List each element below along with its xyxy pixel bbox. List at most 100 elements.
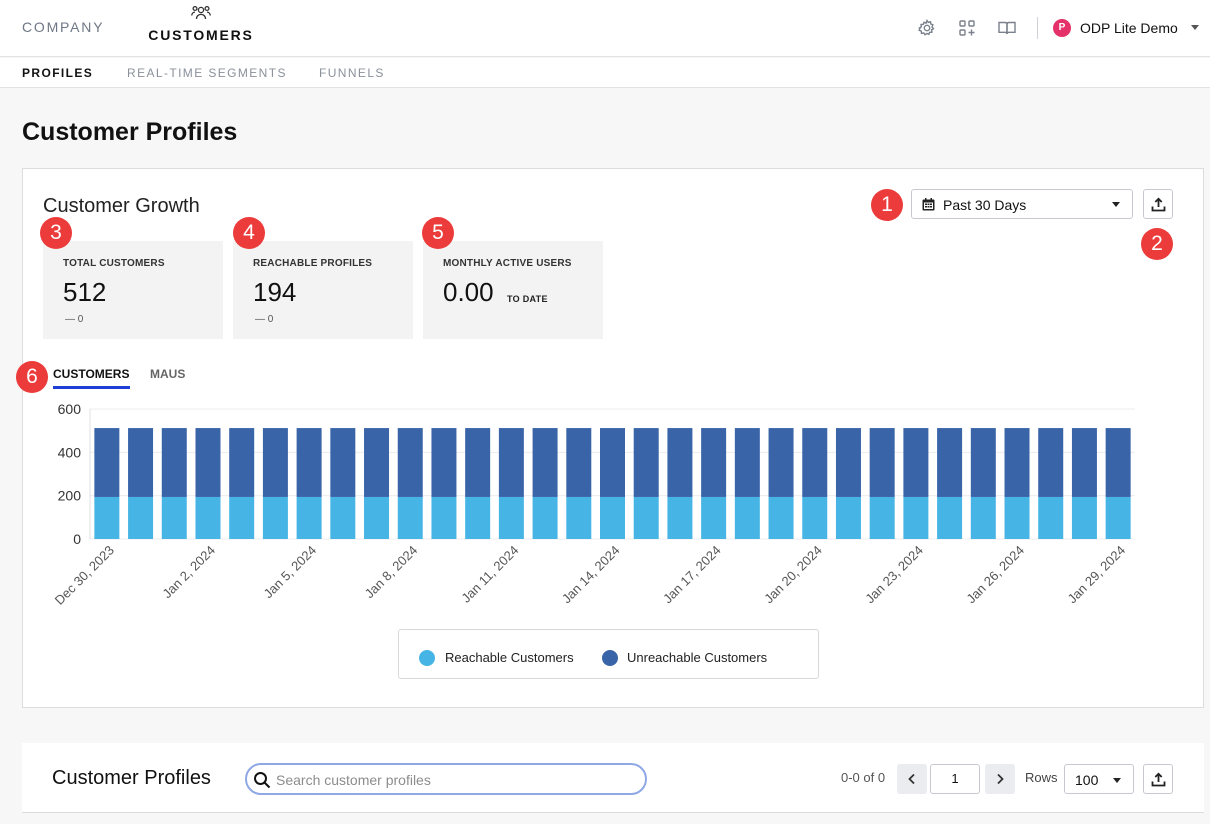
nav-customers[interactable]: CUSTOMERS bbox=[148, 4, 254, 43]
x-tick-label: Jan 17, 2024 bbox=[660, 543, 724, 607]
caret-down-icon bbox=[1113, 778, 1121, 783]
legend-swatch-unreachable bbox=[602, 650, 618, 666]
page-number-input[interactable]: 1 bbox=[930, 764, 980, 794]
bar-segment bbox=[532, 496, 558, 539]
bar-segment bbox=[296, 496, 322, 539]
stat-delta: — 0 bbox=[255, 314, 274, 325]
customer-growth-card: Customer Growth Past 30 Days TOTAL CUSTO… bbox=[22, 168, 1204, 708]
bar-segment bbox=[498, 428, 524, 497]
rows-label: Rows bbox=[1025, 770, 1058, 785]
stat-total-customers: TOTAL CUSTOMERS 512 — 0 bbox=[43, 241, 223, 339]
bar-segment bbox=[1071, 428, 1097, 497]
bar-segment bbox=[869, 428, 895, 497]
bar-segment bbox=[94, 428, 120, 497]
tab-funnels[interactable]: FUNNELS bbox=[319, 66, 385, 80]
tab-real-time-segments[interactable]: REAL-TIME SEGMENTS bbox=[127, 66, 287, 80]
stat-label: TOTAL CUSTOMERS bbox=[63, 258, 165, 269]
bar-segment bbox=[734, 496, 760, 539]
bar-segment bbox=[768, 496, 794, 539]
export-profiles-button[interactable] bbox=[1143, 764, 1173, 794]
date-range-select[interactable]: Past 30 Days bbox=[911, 189, 1133, 219]
bar-segment bbox=[195, 428, 221, 497]
bar-segment bbox=[600, 496, 625, 539]
book-icon[interactable] bbox=[997, 18, 1017, 38]
marker-1: 1 bbox=[871, 189, 903, 221]
bar-segment bbox=[262, 496, 288, 539]
upload-icon bbox=[1151, 772, 1166, 787]
bar-segment bbox=[1038, 428, 1064, 497]
search-input[interactable] bbox=[276, 770, 636, 790]
stat-monthly-active-users: MONTHLY ACTIVE USERS 0.00 TO DATE bbox=[423, 241, 603, 339]
x-tick-label: Jan 26, 2024 bbox=[963, 543, 1027, 607]
bar-segment bbox=[465, 496, 491, 539]
page-title: Customer Profiles bbox=[22, 118, 238, 146]
bar-segment bbox=[431, 496, 457, 539]
prev-page-button[interactable] bbox=[897, 764, 927, 794]
nav-company[interactable]: COMPANY bbox=[22, 19, 105, 35]
x-tick-label: Jan 11, 2024 bbox=[458, 543, 521, 606]
bar-segment bbox=[195, 496, 221, 539]
search-box[interactable] bbox=[245, 763, 647, 795]
bar-segment bbox=[128, 496, 154, 539]
bar-segment bbox=[364, 428, 390, 497]
bar-segment bbox=[94, 496, 120, 539]
bar-segment bbox=[1071, 496, 1097, 539]
rows-value: 100 bbox=[1075, 772, 1099, 788]
bar-segment bbox=[835, 428, 861, 497]
nav-customers-label: CUSTOMERS bbox=[148, 27, 254, 43]
bar-segment bbox=[701, 496, 727, 539]
bar-segment bbox=[364, 496, 390, 539]
calendar-icon bbox=[922, 198, 935, 211]
tab-customers[interactable]: CUSTOMERS bbox=[53, 367, 130, 381]
bar-segment bbox=[296, 428, 322, 497]
top-nav: COMPANY CUSTOMERS P ODP Lite Demo bbox=[0, 0, 1210, 57]
x-tick-label: Jan 29, 2024 bbox=[1064, 543, 1128, 607]
marker-2: 2 bbox=[1141, 228, 1173, 260]
profiles-toolbar: Customer Profiles 0-0 of 0 1 Rows 100 bbox=[22, 743, 1204, 813]
chevron-right-icon bbox=[997, 773, 1004, 785]
x-tick-label: Jan 5, 2024 bbox=[261, 543, 320, 602]
rows-per-page-select[interactable]: 100 bbox=[1064, 764, 1134, 794]
bar-segment bbox=[633, 428, 659, 497]
bar-segment bbox=[903, 496, 929, 539]
export-chart-button[interactable] bbox=[1143, 189, 1173, 219]
active-tab-indicator bbox=[53, 386, 130, 389]
date-range-value: Past 30 Days bbox=[943, 197, 1027, 213]
legend-swatch-reachable bbox=[419, 650, 435, 666]
bar-segment bbox=[937, 496, 963, 539]
bar-segment bbox=[633, 496, 659, 539]
bar-segment bbox=[802, 428, 828, 497]
bar-segment bbox=[566, 496, 592, 539]
bar-segment bbox=[330, 496, 356, 539]
sub-nav: PROFILES REAL-TIME SEGMENTS FUNNELS bbox=[0, 58, 1210, 88]
bar-segment bbox=[937, 428, 963, 497]
bar-segment bbox=[667, 496, 693, 539]
bar-segment bbox=[229, 496, 255, 539]
bar-segment bbox=[128, 428, 154, 497]
tab-profiles[interactable]: PROFILES bbox=[22, 66, 94, 80]
stat-value: 0.00 bbox=[443, 277, 494, 307]
legend-label-unreachable: Unreachable Customers bbox=[627, 650, 768, 665]
gear-icon[interactable] bbox=[917, 18, 937, 38]
chevron-down-icon[interactable] bbox=[1191, 25, 1199, 30]
bar-segment bbox=[566, 428, 592, 497]
bar-segment bbox=[768, 428, 794, 497]
chart-legend: Reachable Customers Unreachable Customer… bbox=[398, 629, 819, 679]
bar-segment bbox=[330, 428, 356, 497]
org-name[interactable]: ODP Lite Demo bbox=[1080, 20, 1178, 36]
apps-add-icon[interactable] bbox=[957, 18, 977, 38]
bar-segment bbox=[600, 428, 625, 497]
tab-maus[interactable]: MAUS bbox=[150, 367, 186, 381]
marker-6: 6 bbox=[16, 361, 48, 393]
bar-segment bbox=[1038, 496, 1064, 539]
bar-segment bbox=[903, 428, 929, 497]
bar-segment bbox=[1105, 496, 1131, 539]
org-avatar[interactable]: P bbox=[1053, 19, 1071, 37]
stat-label: MONTHLY ACTIVE USERS bbox=[443, 258, 572, 269]
stat-suffix: TO DATE bbox=[507, 294, 548, 304]
upload-icon bbox=[1151, 197, 1166, 212]
bar-segment bbox=[734, 428, 760, 497]
next-page-button[interactable] bbox=[985, 764, 1015, 794]
chevron-left-icon bbox=[908, 773, 915, 785]
